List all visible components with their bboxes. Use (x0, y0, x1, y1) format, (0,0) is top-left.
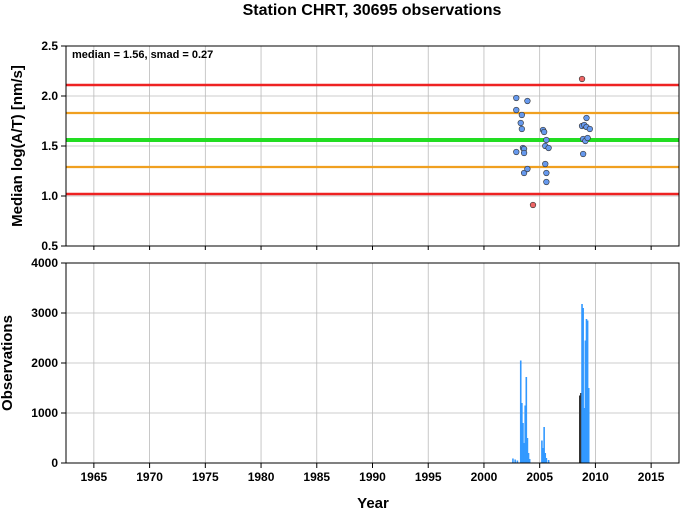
observations-y-tick-label: 1000 (31, 406, 58, 420)
median-reference-lines (66, 83, 679, 196)
observation-bar (585, 319, 588, 463)
observation-bar (527, 453, 530, 463)
observations-y-tick-label: 2000 (31, 356, 58, 370)
data-point (586, 125, 593, 133)
data-point (545, 144, 552, 152)
observation-bar (579, 395, 581, 463)
year-x-tick-label: 2010 (582, 470, 609, 484)
observation-bar (512, 458, 514, 463)
year-x-tick-label: 1995 (415, 470, 442, 484)
observation-bar (524, 405, 526, 463)
observation-bar (526, 438, 529, 463)
data-point (583, 114, 590, 122)
data-point (517, 119, 524, 127)
data-point (520, 149, 528, 157)
observation-bar (584, 340, 587, 463)
year-x-tick-label: 2005 (526, 470, 553, 484)
median-y-tick-label: 0.5 (41, 239, 58, 253)
data-point (541, 128, 548, 136)
observation-bar (525, 377, 528, 463)
data-point (580, 150, 587, 158)
data-point (513, 94, 520, 102)
observation-bar (516, 460, 519, 463)
observation-bar (544, 453, 547, 463)
data-point (543, 136, 550, 144)
observation-bar (587, 388, 590, 463)
observations-y-tick-label: 3000 (31, 306, 58, 320)
data-point (543, 169, 550, 177)
observation-bar (514, 459, 516, 463)
data-point (513, 106, 520, 114)
median-y-tick-label: 1.5 (41, 139, 58, 153)
data-point (584, 134, 591, 142)
observation-bar (586, 320, 589, 463)
median-annotation: median = 1.56, smad = 0.27 (72, 49, 213, 61)
observation-bar (547, 460, 550, 463)
observation-bar (543, 427, 545, 463)
outlier-point (578, 75, 586, 83)
year-x-tick-label: 1990 (359, 470, 386, 484)
year-x-tick-label: 1980 (248, 470, 275, 484)
observations-frame (65, 262, 680, 464)
year-x-tick-label: 2015 (638, 470, 665, 484)
observation-bar (545, 458, 548, 463)
observation-bar (522, 423, 524, 463)
median-y-tick-label: 1.0 (41, 189, 58, 203)
observation-bar (519, 360, 522, 463)
year-x-tick-label: 1985 (303, 470, 330, 484)
data-point (520, 169, 528, 177)
observations-y-tick-label: 4000 (31, 256, 58, 270)
median-y-tick-label: 2.0 (41, 89, 58, 103)
observation-bar (581, 304, 583, 463)
data-point (518, 125, 525, 133)
observation-bar (528, 459, 531, 463)
observations-y-ticks: 0 1000 2000 3000 4000 (31, 256, 66, 470)
year-x-tick-label: 1970 (136, 470, 163, 484)
median-y-label: Median log(A/T) [nm/s] (9, 65, 26, 227)
data-point (543, 178, 550, 186)
observation-bar (521, 403, 523, 463)
outlier-point (529, 201, 537, 209)
observations-y-tick-label: 0 (51, 456, 58, 470)
chart-title: Station CHRT, 30695 observations (243, 2, 502, 19)
year-x-ticks: 1965 1970 1975 1980 1985 1990 1995 2000 2005 2010… (81, 246, 665, 484)
median-points (513, 75, 593, 209)
observation-bar (541, 440, 543, 463)
observation-bar (542, 448, 544, 463)
observation-bar (583, 408, 586, 463)
observation-bar (523, 443, 525, 463)
observation-bar (580, 393, 582, 463)
observations-bars (512, 304, 590, 463)
median-y-tick-label: 2.5 (41, 39, 58, 53)
median-panel: 0.5 1.0 1.5 2.0 2.5 median = 1.56, smad = 0.… (9, 39, 680, 253)
data-point (524, 97, 531, 105)
observation-bar (582, 308, 584, 463)
median-y-ticks: 0.5 1.0 1.5 2.0 2.5 (41, 39, 66, 253)
year-x-tick-label: 1965 (81, 470, 108, 484)
data-point (542, 160, 549, 168)
data-point (524, 165, 531, 173)
year-x-tick-label: 2000 (471, 470, 498, 484)
x-axis-label: Year (357, 495, 389, 511)
data-point (513, 148, 520, 156)
year-x-tick-label: 1975 (192, 470, 219, 484)
observations-y-label: Observations (0, 315, 16, 411)
data-point (518, 111, 525, 119)
